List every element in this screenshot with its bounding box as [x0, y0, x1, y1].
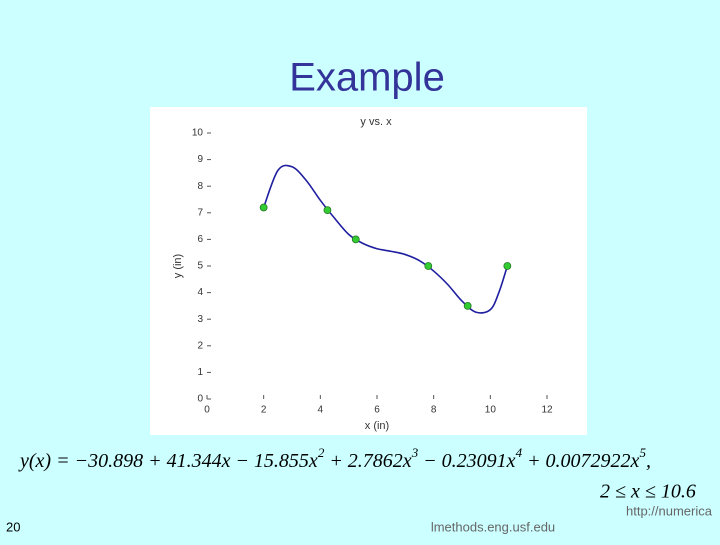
- y-tick-label: 1: [197, 367, 203, 378]
- y-tick-label: 2: [197, 340, 203, 351]
- chart-background: [150, 107, 587, 435]
- equation-term: + 2.7862x: [324, 450, 411, 472]
- y-tick-label: 7: [197, 207, 203, 218]
- equation-term: ,: [646, 450, 651, 472]
- y-tick-label: 0: [197, 394, 203, 405]
- x-tick-label: 0: [204, 405, 210, 416]
- y-tick-label: 6: [197, 234, 203, 245]
- x-tick-label: 2: [261, 405, 267, 416]
- fit-curve: [262, 164, 509, 314]
- slide-title: Example: [289, 56, 445, 100]
- data-point: [463, 301, 472, 310]
- footer-right: http://numerica: [626, 503, 713, 518]
- x-tick-label: 4: [318, 405, 324, 416]
- footer-left: lmethods.eng.usf.edu: [431, 519, 555, 534]
- x-axis-label: x (in): [365, 420, 389, 432]
- data-point: [424, 262, 433, 270]
- y-axis-label: y (in): [172, 254, 184, 278]
- y-tick-label: 9: [197, 154, 203, 165]
- x-tick-label: 8: [431, 405, 437, 416]
- x-tick-label: 12: [541, 405, 553, 416]
- equation-term: − 0.23091x: [418, 450, 515, 472]
- equation-exponent: 4: [516, 445, 523, 460]
- equation-term: y(x) = −30.898 + 41.344x − 15.855x: [18, 450, 318, 472]
- chart-title: y vs. x: [360, 116, 392, 128]
- equation: y(x) = −30.898 + 41.344x − 15.855x2​ + 2…: [18, 445, 651, 472]
- equation-exponent: 2: [318, 445, 325, 460]
- y-tick-label: 10: [192, 128, 204, 139]
- domain: 2 ≤ x ≤ 10.6: [600, 481, 696, 503]
- equation-exponent: 3: [411, 445, 419, 460]
- y-tick-label: 4: [197, 287, 203, 298]
- x-tick-label: 6: [374, 405, 380, 416]
- y-tick-label: 3: [197, 314, 203, 325]
- y-tick-label: 8: [197, 181, 203, 192]
- equation-exponent: 5: [639, 445, 646, 460]
- data-point: [323, 206, 332, 215]
- page-number: 20: [6, 519, 20, 534]
- data-point: [259, 203, 268, 212]
- data-point: [351, 235, 360, 244]
- equation-term: + 0.0072922x: [522, 450, 639, 472]
- data-point: [503, 262, 512, 270]
- y-tick-label: 5: [197, 261, 203, 272]
- x-tick-label: 10: [485, 405, 497, 416]
